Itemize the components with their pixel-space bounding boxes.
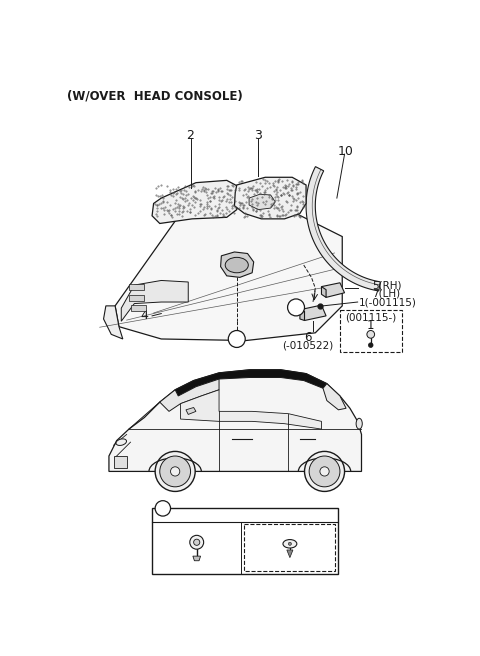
Polygon shape [109,370,361,472]
Polygon shape [306,167,380,291]
Polygon shape [249,194,275,210]
Text: 1(-001115): 1(-001115) [359,297,417,307]
Circle shape [155,451,195,491]
Text: (-010316): (-010316) [171,523,222,533]
Text: (001115-): (001115-) [345,312,396,322]
Bar [244,523,336,571]
Bar [129,283,144,290]
Circle shape [228,331,245,348]
Circle shape [155,501,170,516]
Polygon shape [115,202,342,340]
Ellipse shape [356,419,362,429]
Circle shape [170,467,180,476]
Polygon shape [300,310,304,321]
Circle shape [288,299,304,316]
Polygon shape [186,407,196,415]
Polygon shape [221,252,254,277]
Bar [129,295,144,301]
Polygon shape [152,180,238,224]
Circle shape [288,543,291,545]
Bar [114,456,127,468]
Text: a: a [159,503,166,514]
Circle shape [160,456,191,487]
Polygon shape [322,287,326,297]
Circle shape [320,467,329,476]
Circle shape [304,451,345,491]
Text: 9: 9 [286,532,294,545]
Text: 3: 3 [253,129,262,142]
Text: 7(LH): 7(LH) [372,289,400,298]
Circle shape [193,539,200,545]
Circle shape [309,456,340,487]
Polygon shape [323,384,346,410]
Ellipse shape [283,540,297,548]
Ellipse shape [116,439,127,445]
Polygon shape [300,305,326,321]
Text: a: a [233,334,240,344]
Text: 6: 6 [304,331,312,344]
Polygon shape [193,556,201,561]
Bar [340,310,402,352]
Text: (010316-): (010316-) [264,525,315,535]
Circle shape [369,343,373,348]
Polygon shape [104,306,123,339]
Polygon shape [287,550,293,558]
Text: 5(RH): 5(RH) [372,281,402,291]
Text: a: a [293,302,300,312]
Polygon shape [175,370,327,396]
Polygon shape [160,379,219,411]
Bar [152,508,338,574]
Circle shape [190,535,204,549]
Text: 1: 1 [367,319,374,333]
Polygon shape [121,281,188,321]
Text: 10: 10 [338,144,354,157]
Circle shape [367,331,374,338]
Text: 9: 9 [193,530,201,543]
Polygon shape [322,283,345,297]
Bar [131,305,146,311]
Text: (-010522): (-010522) [282,340,333,350]
Text: (W/OVER  HEAD CONSOLE): (W/OVER HEAD CONSOLE) [67,89,243,102]
Text: 4: 4 [141,310,148,322]
Ellipse shape [225,257,248,273]
Text: 2: 2 [187,129,194,142]
Polygon shape [180,390,322,429]
Polygon shape [234,177,306,219]
